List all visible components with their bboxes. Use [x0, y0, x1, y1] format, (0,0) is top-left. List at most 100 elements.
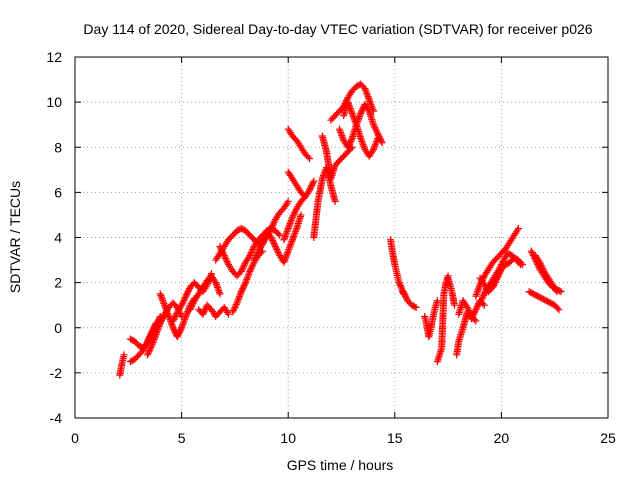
data-point — [152, 331, 160, 339]
data-point — [465, 308, 473, 316]
data-point — [239, 283, 247, 291]
data-point — [269, 220, 277, 228]
data-point — [291, 229, 299, 237]
data-point — [234, 296, 242, 304]
data-point — [474, 286, 482, 294]
data-point — [188, 301, 196, 309]
data-point — [185, 286, 193, 294]
data-point — [217, 244, 225, 252]
data-point — [480, 291, 488, 299]
data-point — [157, 318, 165, 326]
data-point — [260, 237, 268, 245]
data-point — [237, 267, 245, 275]
data-point — [433, 297, 441, 305]
data-series-segment — [399, 288, 420, 311]
data-point — [244, 272, 252, 280]
data-point — [284, 224, 292, 232]
data-series-segment — [318, 132, 356, 183]
data-point — [151, 334, 159, 342]
data-point — [378, 139, 386, 147]
data-point — [307, 183, 315, 191]
data-point — [346, 103, 354, 111]
data-point — [163, 308, 171, 316]
data-point — [345, 100, 353, 108]
data-point — [158, 316, 166, 324]
data-point — [346, 105, 354, 113]
data-point — [268, 235, 276, 243]
data-point — [339, 135, 347, 143]
data-point — [178, 301, 186, 309]
data-point — [479, 293, 487, 301]
data-point — [319, 173, 327, 181]
data-point — [357, 108, 365, 116]
data-point — [357, 134, 365, 142]
data-point — [249, 261, 257, 269]
data-point — [162, 306, 170, 314]
data-point — [162, 304, 170, 312]
data-series-segment — [212, 224, 271, 264]
data-point — [200, 309, 208, 317]
data-point — [179, 298, 187, 306]
data-point — [366, 99, 374, 107]
data-series-segment — [263, 211, 305, 266]
data-point — [159, 298, 167, 306]
data-point — [247, 266, 255, 274]
data-point — [237, 288, 245, 296]
data-point — [181, 294, 189, 302]
data-point — [168, 321, 176, 329]
data-point — [247, 250, 255, 258]
data-point — [480, 301, 488, 309]
data-point — [223, 258, 231, 266]
data-point — [143, 340, 151, 348]
data-point — [214, 283, 222, 291]
data-point — [281, 234, 289, 242]
data-point — [157, 293, 165, 301]
data-point — [288, 213, 296, 221]
data-point — [347, 137, 355, 145]
data-point — [371, 141, 379, 149]
data-point — [182, 311, 190, 319]
data-point — [478, 294, 486, 302]
data-point — [288, 236, 296, 244]
data-point — [233, 299, 241, 307]
data-point — [297, 211, 305, 219]
data-point — [365, 96, 373, 104]
data-point — [472, 291, 480, 299]
data-point — [271, 241, 279, 249]
data-point — [366, 97, 374, 105]
data-point — [361, 85, 369, 93]
data-point — [261, 234, 269, 242]
data-point — [464, 305, 472, 313]
data-point — [237, 289, 245, 297]
data-series-segment — [284, 125, 314, 163]
grid — [75, 57, 608, 418]
data-point — [270, 218, 278, 226]
data-point — [170, 314, 178, 322]
data-point — [188, 303, 196, 311]
data-point — [239, 285, 247, 293]
data-point — [246, 267, 254, 275]
data-point — [250, 256, 258, 264]
data-point — [492, 277, 500, 285]
data-series-segment — [472, 224, 522, 300]
data-point — [269, 237, 277, 245]
data-point — [222, 256, 230, 264]
data-point — [184, 288, 192, 296]
data-point — [470, 315, 478, 323]
data-point — [288, 237, 296, 245]
data-point — [306, 186, 314, 194]
data-point — [475, 282, 483, 290]
data-point — [240, 261, 248, 269]
data-point — [347, 106, 355, 114]
data-point — [186, 306, 194, 314]
y-tick-label: 8 — [54, 139, 62, 155]
data-point — [284, 247, 292, 255]
data-point — [212, 280, 220, 288]
data-point — [154, 326, 162, 334]
data-point — [356, 111, 364, 119]
data-point — [286, 220, 294, 228]
data-point — [287, 239, 295, 247]
data-point — [180, 297, 188, 305]
data-point — [199, 310, 207, 318]
data-point — [282, 252, 290, 260]
